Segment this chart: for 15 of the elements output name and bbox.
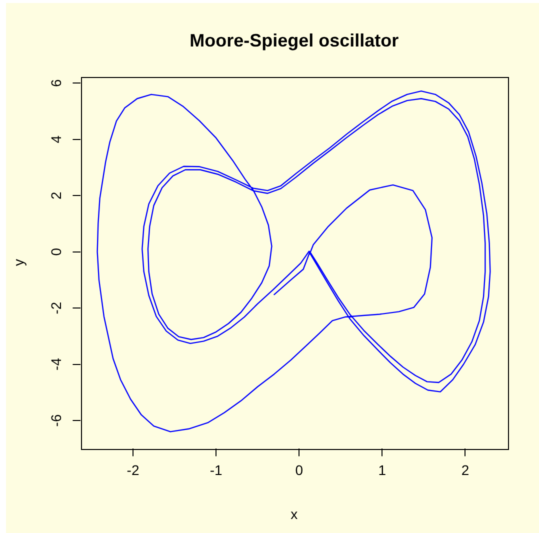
chart-title: Moore-Spiegel oscillator	[190, 30, 399, 51]
y-tick-label: 0	[48, 248, 64, 256]
y-tick-label: -6	[48, 414, 64, 427]
y-tick-label: -4	[48, 358, 64, 370]
y-tick-label: 2	[48, 192, 64, 200]
x-tick-label: 0	[295, 462, 304, 478]
y-tick-label: -2	[48, 302, 64, 314]
x-axis-title: x	[290, 506, 298, 522]
x-tick-label: 1	[378, 462, 386, 478]
x-tick-label: -2	[126, 462, 140, 478]
y-tick-label: 4	[48, 135, 64, 144]
y-tick-label: 6	[48, 79, 64, 88]
x-tick-label: -1	[210, 462, 223, 478]
x-tick-label: 2	[461, 462, 470, 478]
y-axis-title: y	[10, 259, 27, 266]
